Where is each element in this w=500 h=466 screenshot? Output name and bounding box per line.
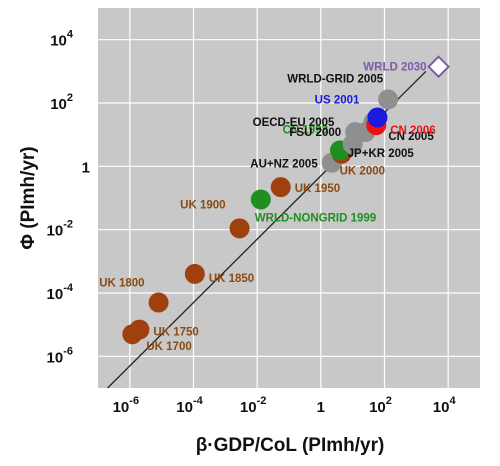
point-label: WRLD 2030 (363, 62, 426, 74)
point-label: WRLD-NONGRID 1999 (255, 212, 376, 224)
point-label: CN 1993 (283, 124, 328, 136)
data-point (270, 177, 291, 198)
point-labels: UK 1700 UK 1750 UK 1800 UK 1850 UK 1900 WRLD-… (99, 62, 435, 353)
data-point (184, 263, 205, 284)
data-point (427, 55, 450, 79)
y-tick-label: 10-2 (47, 219, 73, 240)
x-axis-label: β·GDP/CoL (PImh/yr) (196, 435, 385, 456)
x-tick-label: 10-6 (113, 395, 139, 416)
point-label: UK 1950 (295, 183, 340, 195)
point-label: US 2001 (315, 94, 360, 106)
data-point (250, 189, 271, 210)
data-points (122, 55, 450, 345)
data-point (378, 89, 399, 110)
point-label: WRLD-GRID 2005 (287, 73, 383, 85)
y-tick-label: 104 (50, 29, 74, 50)
y-tick-label: 1 (82, 159, 90, 176)
x-tick-label: 104 (433, 395, 457, 416)
point-label: UK 1900 (180, 199, 225, 211)
x-tick-label: 102 (369, 395, 392, 416)
x-tick-label: 1 (317, 399, 325, 416)
y-tick-labels: 10-6 10-4 10-2 1 102 104 (47, 29, 90, 367)
x-tick-labels: 10-6 10-4 10-2 1 102 104 (113, 395, 457, 416)
plot-background (98, 8, 480, 388)
point-label: UK 1750 (153, 327, 198, 339)
x-tick-label: 10-4 (176, 395, 203, 416)
point-label: CN 2006 (390, 125, 435, 137)
point-label: JP+KR 2005 (348, 148, 415, 160)
data-point (129, 319, 150, 340)
point-label: CN 2005 (388, 131, 434, 143)
data-point (148, 292, 169, 313)
x-tick-label: 10-2 (240, 395, 266, 416)
point-label: UK 1700 (146, 341, 191, 353)
point-label: UK 1850 (209, 273, 254, 285)
data-point (229, 218, 250, 239)
point-label: UK 1800 (99, 278, 144, 290)
data-point (367, 107, 388, 128)
y-tick-label: 10-6 (47, 345, 73, 366)
y-axis-label: Φ (PImh/yr) (18, 146, 39, 249)
y-tick-label: 10-4 (47, 282, 74, 303)
point-label: AU+NZ 2005 (250, 159, 318, 171)
y-tick-label: 102 (50, 92, 73, 113)
point-label: FSU 2000 (289, 127, 341, 139)
point-label: UK 2000 (340, 166, 385, 178)
point-label: OECD-EU 2005 (253, 117, 335, 129)
